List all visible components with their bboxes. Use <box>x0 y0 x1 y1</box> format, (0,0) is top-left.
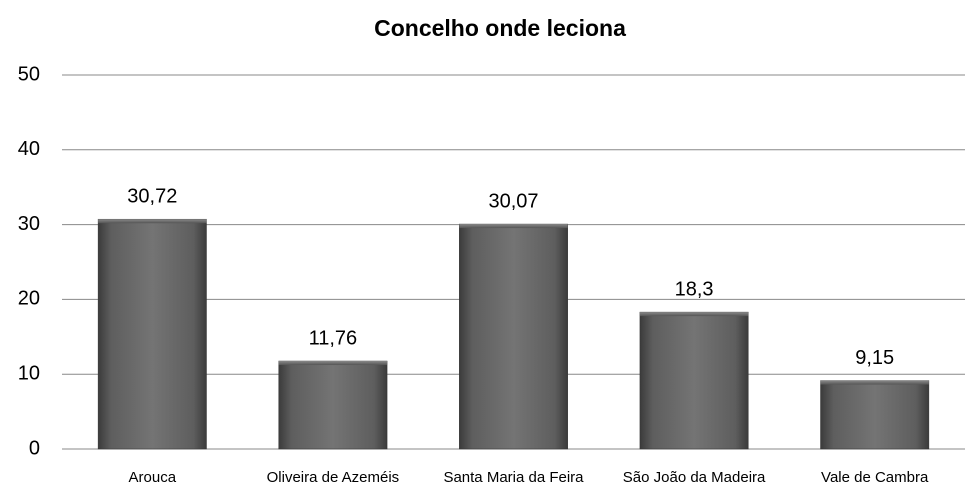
bar <box>459 223 568 450</box>
chart-title: Concelho onde leciona <box>374 15 626 41</box>
y-tick-label: 10 <box>18 362 40 384</box>
x-tick-label: São João da Madeira <box>623 469 766 486</box>
y-tick-label: 0 <box>29 437 40 459</box>
bar-top <box>820 380 929 385</box>
value-label: 30,07 <box>488 190 538 212</box>
value-label: 18,3 <box>675 278 714 300</box>
x-tick-label: Vale de Cambra <box>821 469 929 486</box>
bar <box>97 218 207 450</box>
y-tick-label: 20 <box>18 288 40 310</box>
x-tick-label: Santa Maria da Feira <box>443 469 584 486</box>
bar-top <box>98 219 207 224</box>
value-label: 9,15 <box>855 347 894 369</box>
value-label: 30,72 <box>127 185 177 207</box>
bar-top <box>639 312 749 317</box>
y-tick-label: 30 <box>18 213 40 235</box>
value-label: 11,76 <box>309 327 358 349</box>
bar <box>639 311 749 450</box>
bar <box>820 380 930 450</box>
y-tick-label: 40 <box>18 138 40 160</box>
bar-top <box>278 361 388 366</box>
x-tick-label: Oliveira de Azeméis <box>267 469 400 486</box>
y-tick-label: 50 <box>18 63 40 85</box>
bar-top <box>459 224 568 229</box>
bar <box>278 360 388 450</box>
x-tick-label: Arouca <box>129 469 177 486</box>
